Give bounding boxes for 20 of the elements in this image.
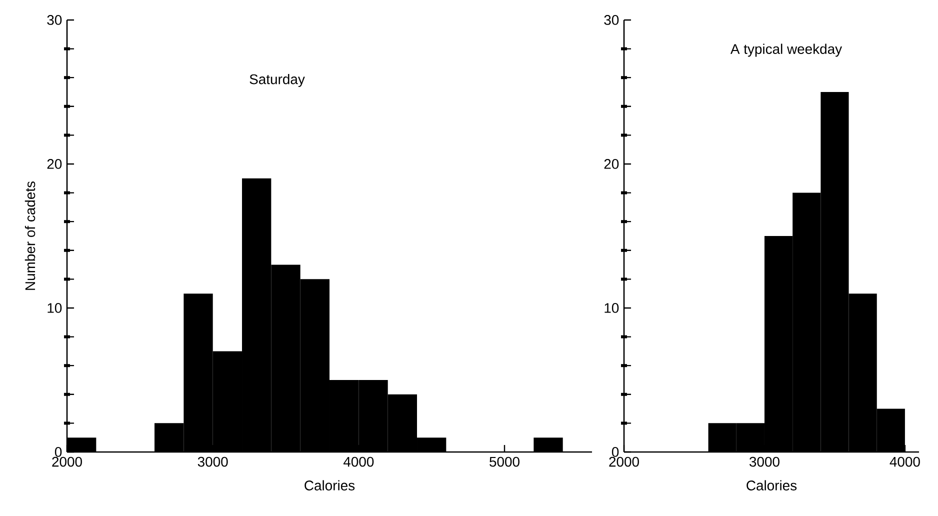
text: A typical weekday <box>730 44 842 57</box>
x-tick-label: 2000 <box>609 456 639 467</box>
x-tick-label: 2000 <box>52 456 82 467</box>
y-axis-title: Number of cadets <box>24 181 36 290</box>
x-tick-label: 4000 <box>890 456 920 467</box>
y-tick-label: 0 <box>54 447 62 457</box>
y-tick-label: 10 <box>604 303 619 313</box>
x-axis-title: Calories <box>746 480 797 490</box>
y-tick-label: 20 <box>604 159 619 169</box>
y-tick-label: 10 <box>48 303 62 313</box>
x-tick-label: 3000 <box>750 456 780 467</box>
text: Saturday <box>250 74 305 87</box>
x-tick-label: 3000 <box>198 456 228 467</box>
y-tick-label: 20 <box>47 159 62 169</box>
x-tick-label: 5000 <box>490 456 520 467</box>
y-tick-label: 0 <box>612 447 619 457</box>
y-tick-label: 30 <box>47 15 62 25</box>
x-tick-label: 4000 <box>343 456 374 467</box>
x-axis-title: Calories <box>304 480 355 490</box>
y-tick-label: 30 <box>604 15 619 25</box>
